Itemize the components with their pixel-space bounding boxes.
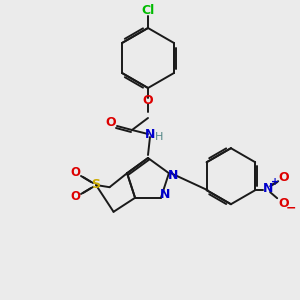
Text: O: O [70, 167, 80, 179]
Text: O: O [279, 197, 290, 210]
Text: N: N [168, 169, 178, 182]
Text: N: N [263, 182, 273, 195]
Text: −: − [286, 202, 296, 215]
Text: O: O [70, 190, 80, 203]
Text: O: O [143, 94, 153, 107]
Text: H: H [155, 132, 163, 142]
Text: S: S [92, 178, 100, 191]
Text: Cl: Cl [141, 4, 154, 17]
Text: O: O [106, 116, 116, 130]
Text: N: N [160, 188, 170, 201]
Text: N: N [145, 128, 155, 142]
Text: +: + [271, 177, 279, 187]
Text: O: O [279, 171, 290, 184]
